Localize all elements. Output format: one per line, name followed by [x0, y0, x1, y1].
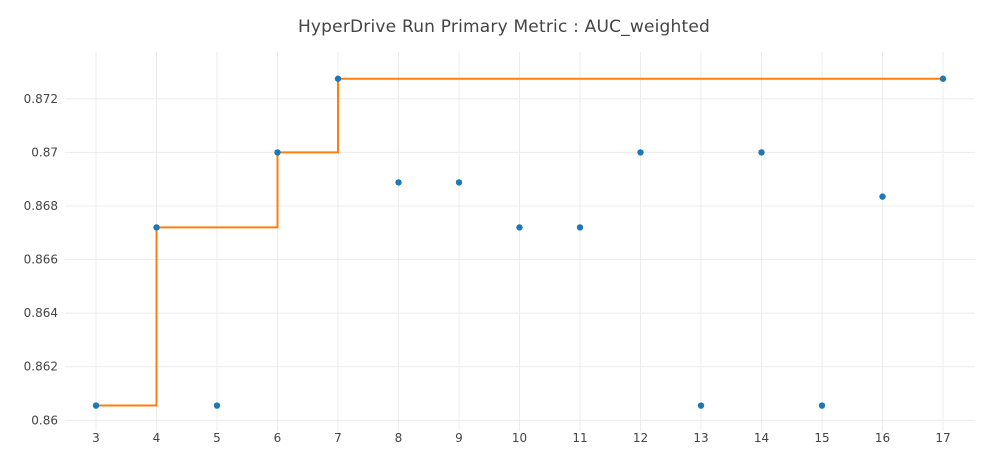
data-point[interactable] [334, 75, 342, 82]
x-tick-label: 9 [455, 431, 463, 445]
axis-layer: 3 4 5 6 7 8 9 10 11 12 13 14 15 16 17 0.86 0.862 0.864 0.8… [24, 92, 951, 445]
data-point[interactable] [92, 402, 100, 409]
x-tick-label: 16 [875, 431, 890, 445]
x-tick-label: 13 [693, 431, 708, 445]
data-point[interactable] [576, 224, 584, 231]
y-tick-label: 0.86 [31, 413, 58, 427]
x-tick-label: 8 [395, 431, 403, 445]
data-point[interactable] [879, 193, 886, 200]
y-tick-label: 0.872 [24, 92, 58, 106]
data-point[interactable] [153, 224, 160, 231]
data-point[interactable] [516, 224, 523, 231]
x-tick-label: 12 [633, 431, 648, 445]
data-point[interactable] [637, 149, 644, 156]
x-tick-label: 5 [213, 431, 221, 445]
x-tick-label: 7 [334, 431, 342, 445]
line-layer [96, 77, 943, 407]
best-metric-step-line [96, 77, 943, 407]
x-tick-label: 4 [153, 431, 161, 445]
y-tick-label: 0.864 [24, 306, 58, 320]
x-tick-label: 3 [92, 431, 100, 445]
data-point[interactable] [213, 402, 221, 409]
grid-layer [65, 52, 975, 431]
x-tick-label: 15 [814, 431, 829, 445]
data-point[interactable] [395, 179, 402, 186]
data-point[interactable] [274, 149, 281, 156]
data-point[interactable] [455, 179, 463, 186]
y-tick-label: 0.868 [24, 199, 58, 213]
x-tick-label: 14 [754, 431, 769, 445]
data-point[interactable] [697, 402, 705, 409]
y-tick-label: 0.87 [31, 145, 58, 159]
x-tick-label: 17 [935, 431, 950, 445]
x-tick-label: 6 [274, 431, 282, 445]
data-point[interactable] [818, 402, 826, 409]
y-tick-label: 0.862 [24, 360, 58, 374]
y-tick-label: 0.866 [24, 253, 58, 267]
x-tick-label: 11 [572, 431, 587, 445]
data-point[interactable] [939, 75, 947, 82]
data-point[interactable] [758, 149, 765, 156]
x-tick-label: 10 [512, 431, 527, 445]
chart-title: HyperDrive Run Primary Metric : AUC_weig… [297, 17, 711, 37]
point-layer [92, 75, 947, 409]
